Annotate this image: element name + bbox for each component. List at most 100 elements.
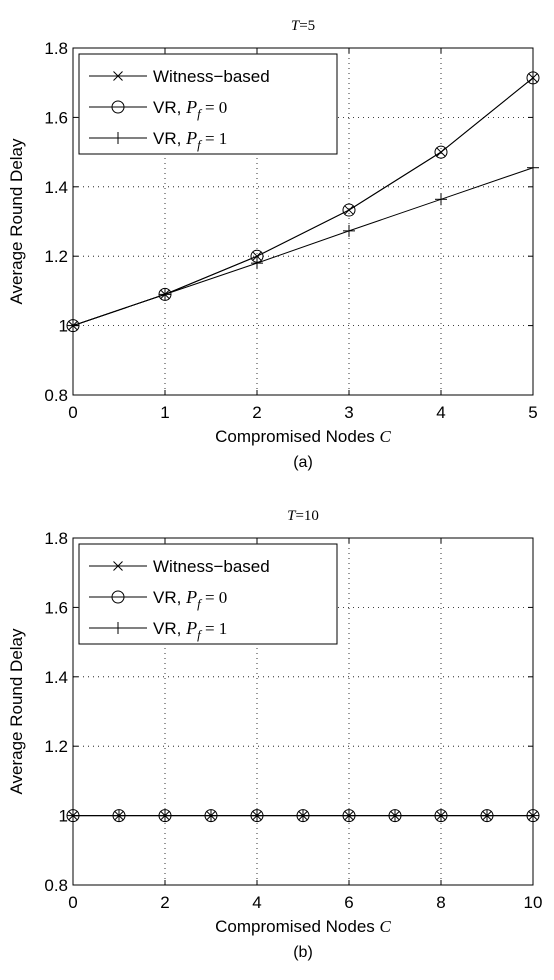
legend-text: Witness−based <box>153 557 270 576</box>
data-point <box>113 809 125 822</box>
legend-sub: f <box>197 137 203 152</box>
chart-title-var: T <box>291 18 301 34</box>
y-tick-label: 1 <box>59 807 68 826</box>
legend-var: P <box>185 97 197 117</box>
legend-eq: = 1 <box>201 619 228 638</box>
plot-frame <box>72 537 534 886</box>
x-tick-label: 10 <box>524 893 543 912</box>
legend-text: VR, <box>153 98 186 117</box>
y-axis-label: Average Round Delay <box>7 628 26 795</box>
legend-marker <box>111 590 125 604</box>
data-point <box>251 257 263 270</box>
y-tick-label: 1.2 <box>44 247 68 266</box>
y-axis-label: Average Round Delay <box>7 138 26 305</box>
data-point <box>527 161 539 174</box>
marker-stroke <box>113 71 123 81</box>
legend-sub: f <box>197 627 203 642</box>
x-axis-label-text: Compromised Nodes <box>215 427 379 446</box>
panel-caption: (b) <box>293 944 313 961</box>
data-point <box>435 809 447 822</box>
legend-label: VR, Pf = 0 <box>153 587 227 611</box>
x-tick-label: 0 <box>68 403 77 422</box>
data-point <box>527 809 539 822</box>
x-tick-label: 2 <box>252 403 261 422</box>
panel-caption: (a) <box>293 454 313 471</box>
x-tick-label: 4 <box>436 403 445 422</box>
legend-text: VR, <box>153 619 186 638</box>
y-tick-label: 1.6 <box>44 598 68 617</box>
legend-sub: f <box>197 596 203 611</box>
x-axis-label: Compromised Nodes C <box>215 917 391 936</box>
legend-label: VR, Pf = 1 <box>153 128 227 152</box>
series-plus <box>67 161 539 332</box>
data-point <box>297 809 309 822</box>
legend-marker <box>113 71 123 81</box>
data-point <box>389 809 401 822</box>
chart-title-eq: =10 <box>295 508 318 524</box>
legend-var: P <box>185 128 197 148</box>
legend-marker <box>112 132 124 144</box>
legend-var: P <box>185 587 197 607</box>
x-tick-label: 6 <box>344 893 353 912</box>
chart-panel-a: 0 1 2 3 4 5 0.8 1 1.2 1.4 1.6 1.8 T=5 Compromised Nod… <box>7 18 540 471</box>
y-tick-label: 1.2 <box>44 737 68 756</box>
data-point <box>251 809 263 822</box>
y-tick-label: 0.8 <box>44 876 68 895</box>
data-point <box>481 809 493 822</box>
x-axis-label-var: C <box>380 427 392 446</box>
data-point <box>434 145 448 159</box>
legend-entry: VR, Pf = 0 <box>89 97 227 121</box>
x-tick-label: 2 <box>160 893 169 912</box>
x-tick-label: 5 <box>528 403 537 422</box>
legend-text: VR, <box>153 588 186 607</box>
chart-title-eq: =5 <box>299 18 315 34</box>
legend-eq: = 1 <box>201 129 228 148</box>
data-point <box>159 809 171 822</box>
legend-entry: Witness−based <box>89 67 270 86</box>
legend-eq: = 0 <box>201 98 228 117</box>
y-tick-label: 1.4 <box>44 668 68 687</box>
legend-entry: VR, Pf = 0 <box>89 587 227 611</box>
legend-label: Witness−based <box>153 557 270 576</box>
data-point <box>343 224 355 237</box>
series-plus <box>67 809 539 822</box>
series-line <box>72 167 534 327</box>
legend-box <box>78 543 338 645</box>
y-tick-label: 1 <box>59 317 68 336</box>
legend-label: Witness−based <box>153 67 270 86</box>
legend-entry: Witness−based <box>89 557 270 576</box>
legend-text: VR, <box>153 129 186 148</box>
legend-text: Witness−based <box>153 67 270 86</box>
data-point <box>342 203 356 217</box>
data-point <box>435 193 447 206</box>
y-tick-label: 1.8 <box>44 529 68 548</box>
data-point <box>343 809 355 822</box>
chart-title-var: T <box>287 508 297 524</box>
y-tick-label: 1.4 <box>44 178 68 197</box>
x-axis-label: Compromised Nodes C <box>215 427 391 446</box>
x-tick-label: 8 <box>436 893 445 912</box>
x-tick-label: 1 <box>160 403 169 422</box>
data-point <box>205 809 217 822</box>
legend-box <box>78 53 338 155</box>
plot-frame <box>72 47 534 396</box>
legend-marker <box>111 100 125 114</box>
x-axis-label-text: Compromised Nodes <box>215 917 379 936</box>
chart-panel-b: 0 2 4 6 8 10 0.8 1 1.2 1.4 1.6 1.8 T=10 Compromised N… <box>7 508 542 961</box>
data-point <box>67 809 79 822</box>
y-tick-label: 1.8 <box>44 39 68 58</box>
data-point <box>67 319 79 332</box>
legend-marker <box>112 622 124 634</box>
legend-var: P <box>185 618 197 638</box>
x-tick-label: 0 <box>68 893 77 912</box>
data-point <box>526 71 540 85</box>
chart-title: T=5 <box>291 18 315 34</box>
x-tick-label: 4 <box>252 893 261 912</box>
data-point <box>159 288 171 301</box>
y-tick-label: 1.6 <box>44 108 68 127</box>
legend-marker <box>113 561 123 571</box>
legend-label: VR, Pf = 1 <box>153 618 227 642</box>
